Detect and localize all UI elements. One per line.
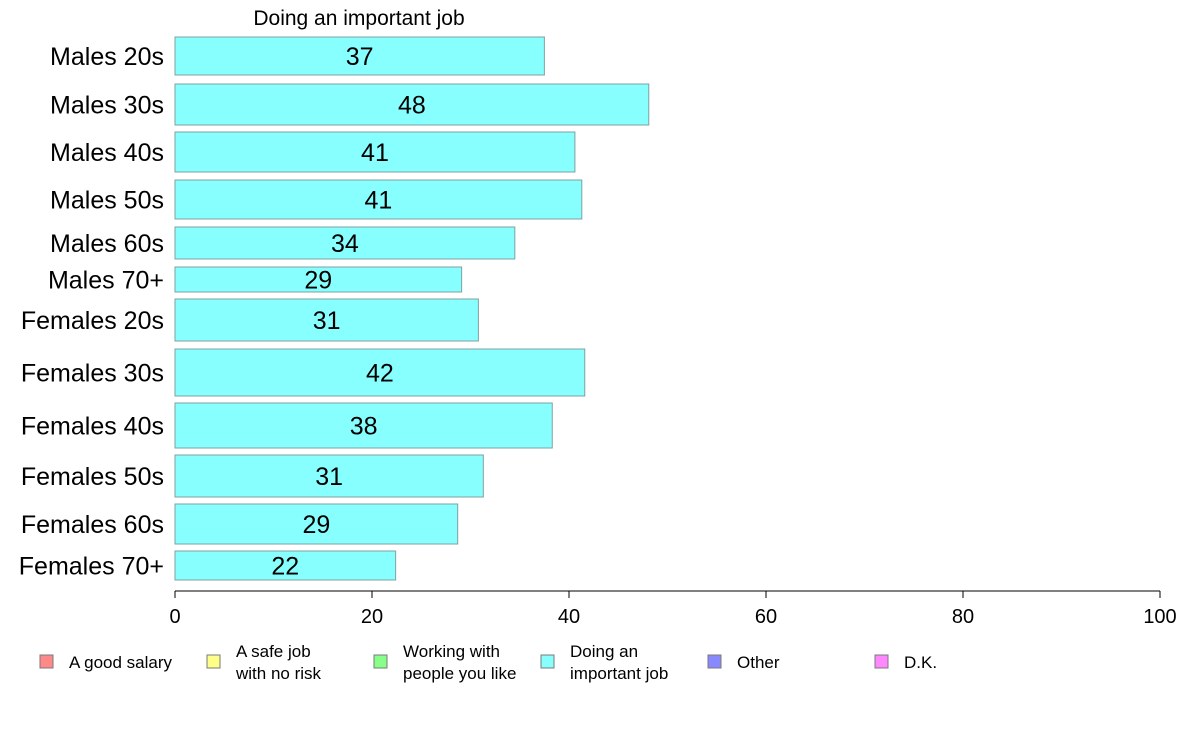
legend-item: Working with people you like bbox=[373, 642, 516, 683]
bar bbox=[174, 454, 484, 498]
bar-value-label: 37 bbox=[346, 43, 374, 71]
bar bbox=[174, 550, 397, 581]
legend-label: important job bbox=[570, 664, 668, 683]
legend-swatch bbox=[707, 654, 722, 669]
bar-value-label: 38 bbox=[350, 413, 378, 441]
category-label: Males 40s bbox=[50, 139, 164, 167]
category-label: Females 40s bbox=[21, 413, 164, 441]
legend-label: A good salary bbox=[69, 653, 173, 672]
bars-group: Males 20s 37 Males 30s 48 Males 40s 41 Males 5… bbox=[19, 36, 650, 581]
legend-item: D.K. bbox=[874, 653, 937, 672]
category-label: Females 20s bbox=[21, 307, 164, 335]
category-label: Males 60s bbox=[50, 230, 164, 258]
bar bbox=[174, 266, 463, 293]
x-axis: 0 20 40 60 80 100 bbox=[169, 590, 1177, 628]
category-label: Males 30s bbox=[50, 92, 164, 120]
bar-value-label: 29 bbox=[302, 511, 330, 539]
category-label: Males 50s bbox=[50, 187, 164, 215]
category-label: Females 30s bbox=[21, 360, 164, 388]
bar-value-label: 31 bbox=[313, 307, 341, 335]
bar bbox=[174, 298, 479, 342]
bar bbox=[174, 179, 583, 220]
bar-value-label: 42 bbox=[366, 360, 394, 388]
legend: A good salary A safe job with no risk Worki… bbox=[39, 642, 937, 683]
legend-item: Doing an important job bbox=[540, 642, 668, 683]
legend-label: with no risk bbox=[235, 664, 322, 683]
legend-swatch bbox=[373, 654, 388, 669]
x-tick-label: 80 bbox=[952, 606, 974, 628]
x-tick-label: 100 bbox=[1143, 606, 1176, 628]
x-tick-label: 0 bbox=[169, 606, 180, 628]
legend-swatch bbox=[540, 654, 555, 669]
bar bbox=[174, 131, 576, 173]
x-tick-label: 60 bbox=[755, 606, 777, 628]
x-tick-label: 40 bbox=[558, 606, 580, 628]
bar-value-label: 41 bbox=[361, 139, 389, 167]
legend-label: Working with bbox=[403, 642, 500, 661]
category-label: Females 70+ bbox=[19, 553, 164, 581]
bar-value-label: 48 bbox=[398, 92, 426, 120]
legend-swatch bbox=[206, 654, 221, 669]
legend-swatch bbox=[874, 654, 889, 669]
legend-label: D.K. bbox=[904, 653, 937, 672]
category-label: Males 70+ bbox=[48, 267, 164, 295]
legend-swatch bbox=[39, 654, 54, 669]
legend-label: people you like bbox=[403, 664, 516, 683]
x-tick-label: 20 bbox=[361, 606, 383, 628]
category-label: Males 20s bbox=[50, 43, 164, 71]
bar-value-label: 41 bbox=[364, 187, 392, 215]
bar bbox=[174, 226, 516, 260]
legend-item: A safe job with no risk bbox=[206, 642, 322, 683]
category-label: Females 50s bbox=[21, 463, 164, 491]
bar-value-label: 31 bbox=[315, 463, 343, 491]
category-label: Females 60s bbox=[21, 511, 164, 539]
bar bbox=[174, 348, 586, 397]
bar bbox=[174, 83, 650, 126]
legend-label: Other bbox=[737, 653, 780, 672]
bar-value-label: 34 bbox=[331, 230, 359, 258]
legend-item: A good salary bbox=[39, 653, 173, 672]
bar bbox=[174, 402, 553, 449]
legend-label: Doing an bbox=[570, 642, 638, 661]
bar-value-label: 22 bbox=[271, 553, 299, 581]
legend-label: A safe job bbox=[236, 642, 311, 661]
legend-item: Other bbox=[707, 653, 780, 672]
bar bbox=[174, 503, 459, 545]
bar bbox=[174, 36, 545, 76]
chart-title: Doing an important job bbox=[253, 7, 464, 30]
bar-value-label: 29 bbox=[304, 267, 332, 295]
